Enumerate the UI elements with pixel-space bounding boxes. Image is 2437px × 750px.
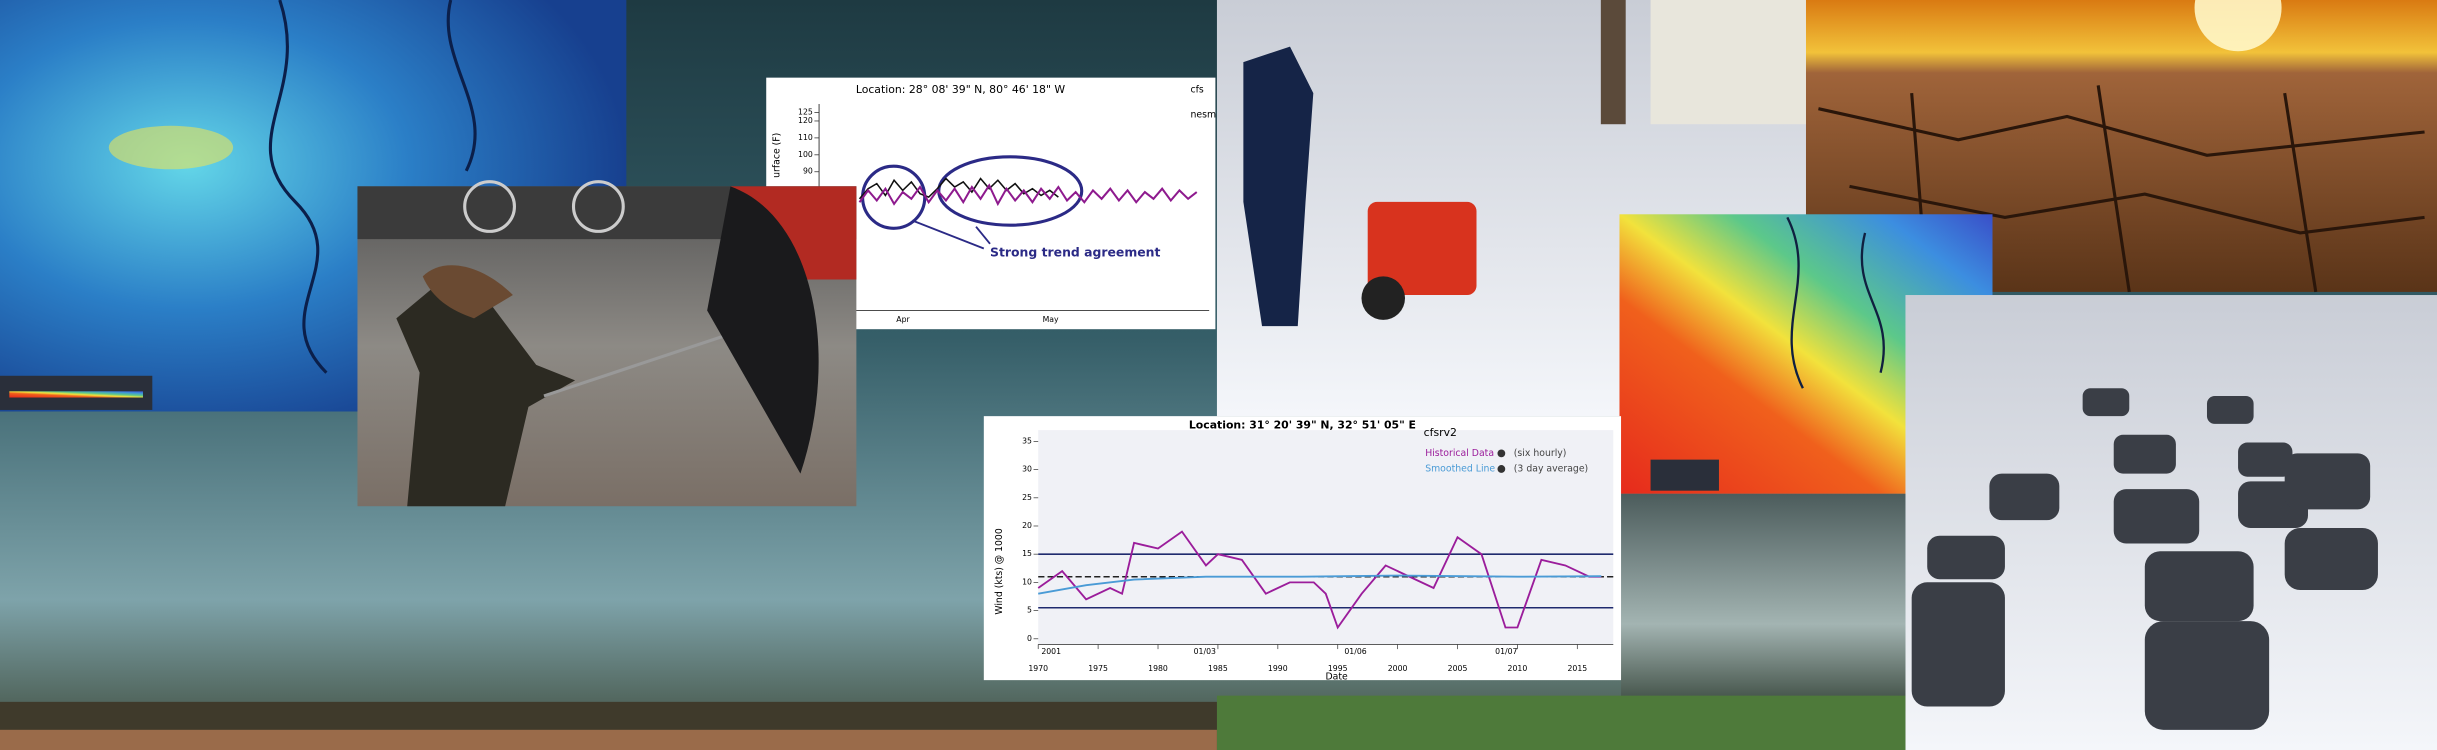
y-tick-label: 120: [798, 116, 813, 125]
person: [1243, 46, 1314, 327]
dirt: [0, 729, 1217, 750]
x-tick-label: 2015: [1567, 664, 1587, 673]
series-line: [858, 183, 1198, 207]
y-axis-label: Wind (kts) @ 1000: [994, 528, 1005, 614]
legend-note: (3 day average): [1514, 463, 1588, 474]
person-coat: [396, 279, 576, 507]
coastline: [268, 0, 477, 374]
x-tick-label: 1975: [1088, 664, 1108, 673]
y-tick-label: 100: [798, 150, 813, 159]
chart-2-title: Location: 31° 20' 39" N, 32° 51' 05" E: [1189, 418, 1416, 431]
x-tick-label: 2010: [1508, 664, 1528, 673]
period-label: 01/06: [1344, 647, 1366, 656]
bike-wheel: [571, 180, 625, 233]
y-tick-label: 15: [1022, 549, 1032, 558]
supercell-photo: [1621, 493, 1906, 712]
wind-highlight: [108, 125, 234, 170]
y-tick-label: 10: [1022, 577, 1032, 586]
cracks: [1818, 85, 2425, 293]
x-tick-label: Apr: [896, 315, 910, 324]
period-label: 01/03: [1194, 647, 1216, 656]
y-tick-label: 25: [1022, 493, 1032, 502]
sun: [2194, 0, 2282, 52]
wheel: [1361, 276, 1406, 320]
tree-trunk: [1600, 0, 1626, 125]
legend-toggle: [1497, 465, 1506, 473]
hair: [422, 265, 513, 319]
x-axis-label: Date: [1325, 672, 1348, 683]
y-tick-label: 35: [1022, 436, 1032, 445]
model-name: cfsrv2: [1424, 426, 1457, 439]
period-label: 01/07: [1495, 647, 1517, 656]
y-tick-label: 125: [798, 108, 813, 117]
x-tick-label: 1990: [1268, 664, 1288, 673]
y-tick-label: 0: [1027, 634, 1032, 643]
chart-1-title: Location: 28° 08' 39" N, 80° 46' 18" W: [856, 83, 1066, 96]
x-tick-label: 2005: [1448, 664, 1468, 673]
legend-entry: Smoothed Line: [1425, 463, 1495, 474]
house: [1650, 0, 1806, 125]
y-tick-label: 30: [1022, 465, 1032, 474]
umbrella-shaft: [543, 332, 731, 398]
cars-photo: [1905, 295, 2437, 750]
umbrella-photo: [357, 180, 857, 507]
bike-wheel: [463, 180, 516, 233]
legend-entry: Historical Data: [1425, 448, 1494, 459]
field: [1216, 695, 1906, 750]
x-tick-label: May: [1043, 315, 1059, 324]
x-tick-label: 1985: [1208, 664, 1228, 673]
coastline: [1786, 216, 1885, 389]
chart-2: Location: 31° 20' 39" N, 32° 51' 05" E c…: [983, 416, 1622, 683]
annotation-arrow: [975, 226, 991, 245]
x-tick-label: 1995: [1328, 664, 1348, 673]
y-tick-label: 90: [803, 167, 813, 176]
legend-entry: cfs: [1191, 85, 1204, 96]
umbrella: [707, 186, 819, 474]
map-scale: [9, 391, 143, 398]
series-line: [1038, 574, 1602, 595]
series-line: [1037, 530, 1602, 630]
x-tick-label: 1980: [1148, 664, 1168, 673]
y-axis-label: urface (F): [772, 133, 783, 178]
y-tick-label: 110: [798, 133, 813, 142]
x-tick-label: 2000: [1388, 664, 1408, 673]
cars: [1911, 388, 2378, 730]
legend-toggle: [1497, 449, 1506, 458]
y-tick-label: 20: [1022, 521, 1032, 530]
annotation: Strong trend agreement: [990, 245, 1160, 260]
annotation-arrow: [911, 219, 985, 250]
snow-blower: [1367, 201, 1477, 296]
y-tick-label: 5: [1027, 606, 1032, 615]
legend-entry: nesm: [1191, 109, 1217, 120]
legend-note: (six hourly): [1514, 448, 1567, 459]
period-label: 2001: [1041, 647, 1061, 656]
x-tick-label: 1970: [1028, 664, 1048, 673]
map-legend: [1650, 459, 1719, 491]
plot-area: [1038, 430, 1614, 645]
